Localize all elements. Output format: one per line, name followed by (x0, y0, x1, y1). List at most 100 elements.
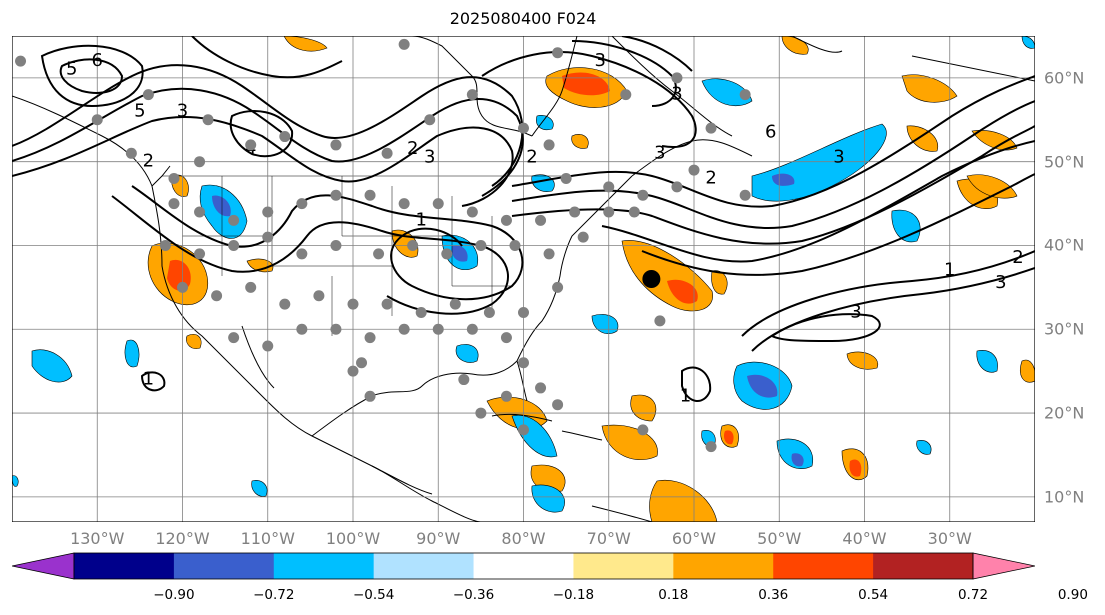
contour-label: 5 (66, 59, 77, 80)
location-marker (642, 270, 661, 288)
station-dot (620, 89, 632, 101)
contour-label: 2 (526, 147, 537, 168)
colorbar-tick-label: −0.54 (352, 587, 395, 603)
contour-label: 3 (177, 100, 188, 121)
contour-labels: 5653242312333263123311 (66, 50, 1024, 406)
station-dot (296, 248, 308, 260)
station-dot (142, 89, 154, 101)
station-dot (552, 399, 564, 411)
colorbar (12, 552, 1035, 580)
latitude-label: 50°N (1044, 152, 1085, 172)
longitude-label: 40°W (842, 529, 887, 548)
station-dot (313, 290, 325, 302)
station-dot (500, 390, 512, 402)
colorbar-segment (873, 553, 974, 579)
station-dot (262, 340, 274, 352)
station-dot (671, 181, 683, 193)
station-dot (381, 298, 393, 310)
station-dot (552, 281, 564, 293)
contour-label: 2 (143, 151, 154, 172)
station-dot (330, 139, 342, 151)
map-title: 2025080400 F024 (449, 9, 597, 28)
contour-label: 5 (134, 100, 145, 121)
station-dot (373, 248, 385, 260)
longitude-label: 50°W (757, 529, 802, 548)
contour-label: 3 (833, 147, 844, 168)
location-marker-dot (642, 270, 661, 288)
station-dot (475, 239, 487, 251)
colorbar-segment (573, 553, 674, 579)
station-dot (279, 131, 291, 143)
station-dot (458, 374, 470, 386)
station-dot (603, 181, 615, 193)
station-dot (739, 89, 751, 101)
station-dot (637, 424, 649, 436)
longitude-label: 30°W (927, 529, 972, 548)
station-dot (654, 315, 666, 327)
colorbar-tick-label: 0.90 (1057, 587, 1088, 603)
station-dots (15, 38, 751, 453)
station-dot (296, 323, 308, 335)
station-dot (603, 206, 615, 218)
coastline-layer (12, 36, 1035, 522)
station-dot (168, 172, 180, 184)
station-dot (483, 307, 495, 319)
station-dot (518, 122, 529, 134)
station-dot (424, 114, 436, 126)
station-dot (500, 332, 512, 344)
station-dot (688, 164, 700, 176)
graticule (12, 36, 1035, 522)
station-dot (500, 214, 512, 226)
station-dot (194, 156, 206, 168)
station-dot (628, 206, 640, 218)
station-dot (159, 239, 171, 251)
station-dot (475, 407, 487, 419)
colorbar-tick-label: 0.18 (658, 587, 689, 603)
station-dot (364, 332, 376, 344)
contour-label: 1 (415, 209, 426, 230)
contour-label: 3 (654, 142, 665, 163)
longitude-label: 60°W (671, 529, 717, 548)
station-dot (381, 147, 393, 159)
station-dot (518, 307, 529, 319)
longitude-label: 70°W (586, 529, 631, 548)
station-dot (449, 298, 461, 310)
colorbar-segment (273, 553, 375, 579)
colorbar-tick-label: −0.90 (153, 587, 195, 603)
contour-label: 3 (995, 272, 1006, 293)
station-dot (415, 307, 427, 319)
station-dot (356, 357, 368, 369)
colorbar-segment (773, 553, 874, 579)
station-dot (569, 206, 581, 218)
colorbar-tick-label: 0.36 (758, 587, 789, 603)
colorbar-segment (473, 553, 574, 579)
contour-label: 3 (594, 50, 605, 71)
longitude-label: 80°W (501, 529, 546, 548)
contour-label: 6 (765, 121, 776, 142)
station-dot (245, 281, 257, 293)
contour-label: 3 (671, 84, 682, 105)
contour-label: 2 (705, 167, 716, 188)
contour-label: 1 (944, 260, 955, 281)
longitude-label: 90°W (416, 529, 461, 548)
station-dot (262, 231, 274, 243)
station-dot (398, 38, 410, 50)
station-dot (228, 239, 240, 251)
station-dot (466, 323, 478, 335)
station-dot (245, 139, 257, 151)
station-dot (432, 323, 444, 335)
contour-layer (12, 36, 1035, 402)
colorbar-tick-label: −0.18 (552, 587, 595, 603)
colorbar-tick-label: −0.72 (253, 587, 295, 603)
station-dot (518, 357, 529, 369)
station-dot (466, 206, 478, 218)
contour-label: 2 (407, 138, 418, 159)
latitude-label: 60°N (1044, 68, 1085, 88)
station-dot (194, 248, 206, 260)
station-dot (279, 298, 291, 310)
station-dot (211, 290, 223, 302)
station-dot (330, 189, 342, 201)
station-dot (91, 114, 103, 126)
station-dot (347, 298, 359, 310)
station-dot (535, 214, 547, 226)
